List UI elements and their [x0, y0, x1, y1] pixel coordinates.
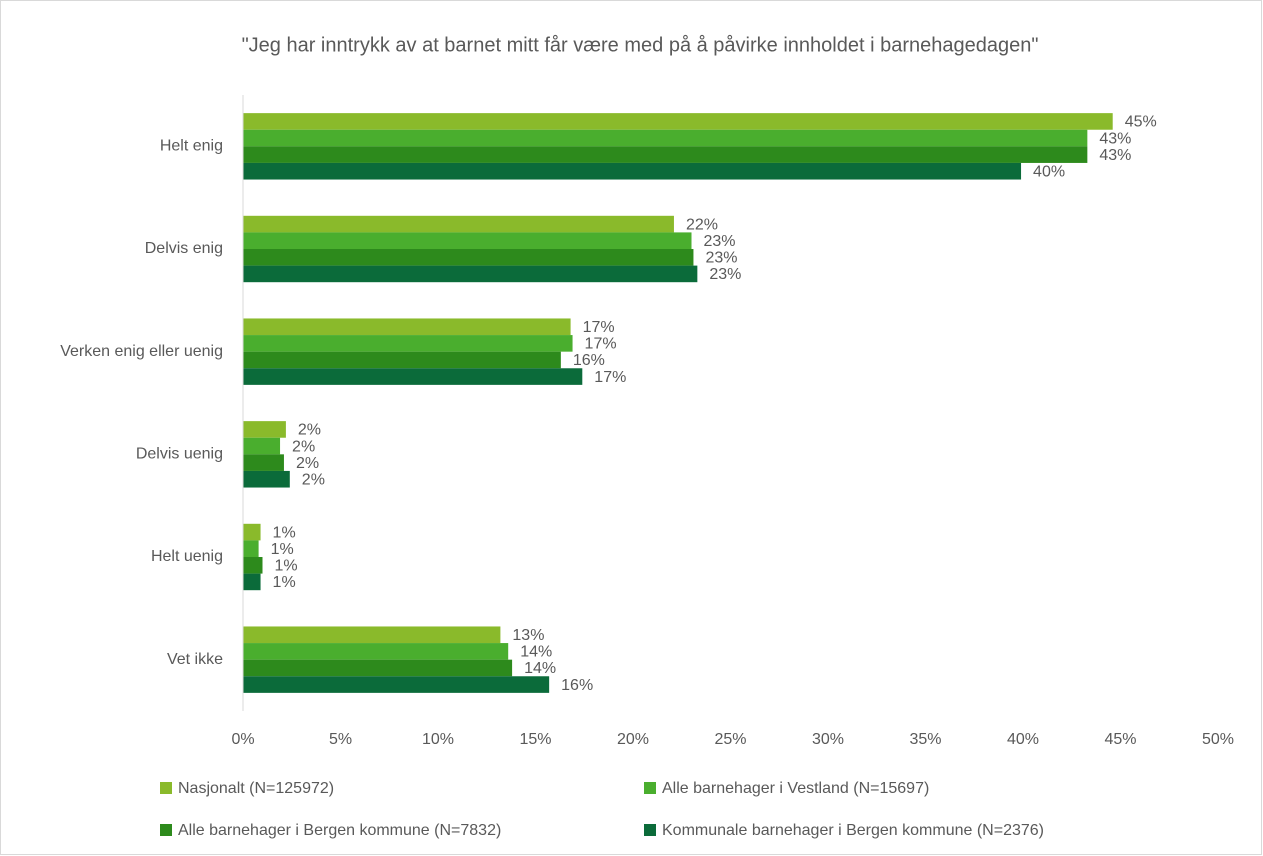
x-tick-label: 5%: [329, 731, 352, 748]
value-label: 14%: [520, 644, 552, 661]
value-label: 14%: [524, 660, 556, 677]
legend-swatch: [644, 824, 656, 836]
legend-label: Nasjonalt (N=125972): [178, 780, 334, 797]
bar: [243, 265, 698, 283]
value-label: 43%: [1099, 147, 1131, 164]
legend-swatch: [160, 782, 172, 794]
x-tick-label: 10%: [422, 731, 454, 748]
value-label: 17%: [585, 336, 617, 353]
x-tick-label: 45%: [1104, 731, 1136, 748]
bar: [243, 573, 261, 591]
value-label: 22%: [686, 216, 718, 233]
bar: [243, 215, 674, 233]
value-label: 1%: [273, 574, 296, 591]
bar: [243, 437, 281, 455]
bar: [243, 129, 1088, 147]
value-label: 2%: [298, 422, 321, 439]
value-label: 2%: [292, 438, 315, 455]
value-label: 16%: [561, 677, 593, 694]
value-label: 17%: [583, 319, 615, 336]
value-label: 45%: [1125, 114, 1157, 131]
value-label: 23%: [705, 250, 737, 267]
value-label: 1%: [273, 524, 296, 541]
bar: [243, 557, 263, 574]
bar: [243, 643, 509, 660]
bar: [243, 421, 286, 438]
value-label: 13%: [512, 627, 544, 644]
x-tick-label: 15%: [519, 731, 551, 748]
value-label: 23%: [709, 266, 741, 283]
bar: [243, 249, 694, 266]
bar: [243, 351, 561, 369]
x-tick-label: 25%: [714, 731, 746, 748]
bar: [243, 232, 692, 249]
value-label: 17%: [594, 369, 626, 386]
legend-swatch: [644, 782, 656, 794]
bar: [243, 318, 571, 336]
value-label: 1%: [275, 558, 298, 575]
bar: [243, 540, 259, 557]
bar: [243, 368, 583, 385]
y-tick-label: Helt enig: [160, 138, 223, 155]
y-tick-label: Helt uenig: [151, 548, 223, 565]
x-tick-label: 40%: [1007, 731, 1039, 748]
bar: [243, 146, 1088, 163]
value-label: 40%: [1033, 163, 1065, 180]
bar: [243, 676, 550, 693]
legend-label: Kommunale barnehager i Bergen kommune (N…: [662, 822, 1044, 839]
value-label: 2%: [296, 455, 319, 472]
value-label: 16%: [573, 352, 605, 369]
y-tick-label: Vet ikke: [167, 651, 223, 668]
legend-label: Alle barnehager i Vestland (N=15697): [662, 780, 929, 797]
bar: [243, 626, 501, 644]
value-label: 1%: [271, 541, 294, 558]
x-tick-label: 50%: [1202, 731, 1234, 748]
y-tick-label: Verken enig eller uenig: [60, 343, 223, 360]
value-label: 23%: [704, 233, 736, 250]
chart-title: "Jeg har inntrykk av at barnet mitt får …: [242, 34, 1039, 56]
bar: [243, 113, 1113, 130]
legend-label: Alle barnehager i Bergen kommune (N=7832…: [178, 822, 501, 839]
y-tick-label: Delvis uenig: [136, 446, 223, 463]
value-label: 43%: [1099, 130, 1131, 147]
y-tick-label: Delvis enig: [145, 240, 223, 257]
x-tick-label: 35%: [909, 731, 941, 748]
bar: [243, 335, 573, 352]
x-tick-label: 30%: [812, 731, 844, 748]
bar: [243, 470, 290, 488]
value-label: 2%: [302, 471, 325, 488]
x-tick-label: 20%: [617, 731, 649, 748]
legend-swatch: [160, 824, 172, 836]
x-tick-label: 0%: [231, 731, 254, 748]
bar: [243, 162, 1022, 180]
bar: [243, 659, 513, 677]
bar: [243, 454, 284, 471]
bar: [243, 523, 261, 541]
